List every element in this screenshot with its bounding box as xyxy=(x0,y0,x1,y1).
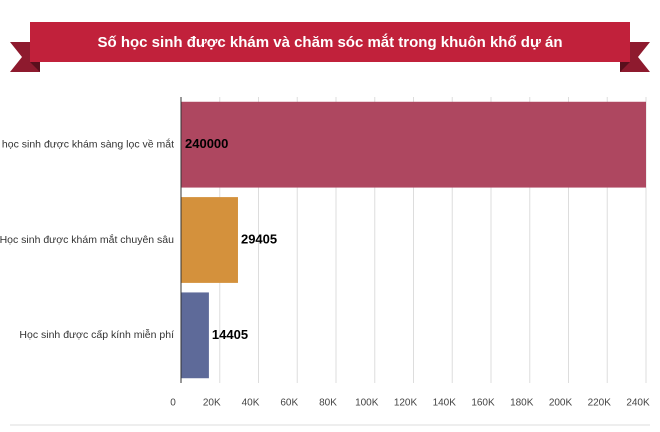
chart-title: Số học sinh được khám và chăm sóc mắt tr… xyxy=(98,33,563,51)
x-tick-label: 180K xyxy=(510,398,534,409)
x-tick-label: 0 xyxy=(170,398,176,409)
bar xyxy=(181,101,646,188)
x-tick-label: 40K xyxy=(242,398,260,409)
x-tick-label: 200K xyxy=(549,398,573,409)
x-tick-label: 20K xyxy=(203,398,221,409)
x-tick-label: 120K xyxy=(394,398,418,409)
title-ribbon xyxy=(10,22,650,72)
bar xyxy=(181,292,209,379)
y-tick-label: Số học sinh được khám sàng lọc về mắt xyxy=(0,137,174,150)
x-tick-label: 160K xyxy=(471,398,495,409)
value-label: 29405 xyxy=(241,231,277,246)
x-tick-label: 220K xyxy=(588,398,612,409)
y-tick-label: Học sinh được cấp kính miễn phí xyxy=(19,328,174,341)
x-tick-label: 100K xyxy=(355,398,379,409)
y-tick-label: Học sinh được khám mắt chuyên sâu xyxy=(0,233,174,246)
value-label: 240000 xyxy=(185,136,228,151)
x-tick-label: 140K xyxy=(433,398,457,409)
bar xyxy=(181,197,238,283)
x-tick-label: 80K xyxy=(319,398,337,409)
x-tick-label: 240K xyxy=(626,398,650,409)
value-label: 14405 xyxy=(212,327,248,342)
x-tick-label: 60K xyxy=(280,398,298,409)
